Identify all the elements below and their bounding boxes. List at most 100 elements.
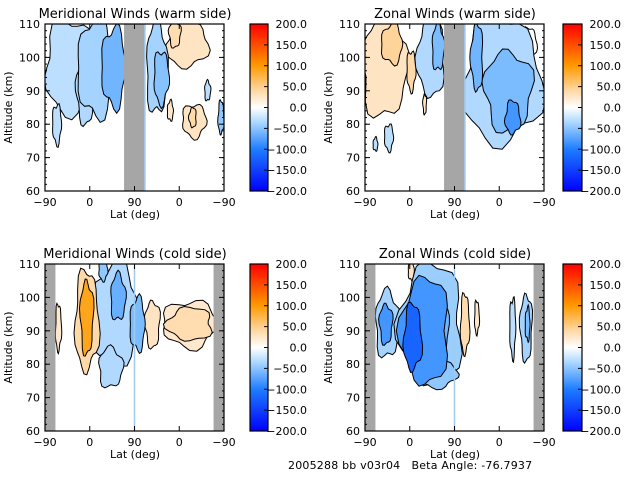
y-tick-label: 70 [346, 392, 360, 405]
colorbar-tick-label: −200.0 [266, 185, 307, 198]
x-tick-label: −90 [353, 196, 376, 209]
contour-region [422, 93, 428, 116]
colorbar-tick-label: 100.0 [590, 300, 622, 313]
contour-region [110, 269, 127, 321]
colorbar-tick-label: 200.0 [276, 18, 308, 31]
colorbar-tick-label: 200.0 [276, 258, 308, 271]
colorbar-tick-label: −150.0 [580, 404, 621, 417]
colorbar-tick-label: −200.0 [580, 185, 621, 198]
panel-meridional-warm: Meridional Winds (warm side) 60 70 80 90 100… [2, 7, 307, 221]
contour-region [459, 291, 471, 358]
colorbar-tick-label: 200.0 [590, 18, 622, 31]
contour-region [524, 303, 531, 344]
contour-region [101, 24, 127, 115]
x-tick-label: 0 [176, 196, 183, 209]
panel-zonal-cold: Zonal Winds (cold side) 60 70 80 90 100 110 −9… [322, 247, 621, 461]
y-tick-label: 60 [346, 425, 360, 438]
plot-area [365, 264, 544, 431]
x-tick-label: −90 [532, 436, 555, 449]
colorbar-tick-label: −100.0 [580, 143, 621, 156]
y-tick-label: 90 [346, 85, 360, 98]
colorbar-tick-label: 100.0 [276, 60, 308, 73]
x-tick-label: 0 [86, 436, 93, 449]
y-axis-label: Altitude (km) [2, 311, 15, 383]
y-tick-label: 100 [19, 51, 40, 64]
x-tick-label: −90 [33, 196, 56, 209]
no-data-band [533, 264, 544, 431]
contour-region [153, 51, 170, 110]
colorbar: 200.0 150.0 100.0 50.0 0.0 −50.0 −100.0 −150.0 −… [249, 18, 308, 198]
panel-title: Meridional Winds (warm side) [39, 7, 232, 22]
x-tick-label: 90 [128, 196, 142, 209]
y-tick-label: 70 [26, 152, 40, 165]
y-tick-label: 80 [26, 118, 40, 131]
panel-zonal-warm: Zonal Winds (warm side) 60 70 80 90 100 110 −9… [322, 7, 621, 221]
x-tick-label: 0 [176, 436, 183, 449]
colorbar-tick-label: −200.0 [580, 425, 621, 438]
y-tick-label: 100 [339, 291, 360, 304]
x-tick-label: −90 [353, 436, 376, 449]
y-tick-label: 110 [339, 258, 360, 271]
colorbar: 200.0 150.0 100.0 50.0 0.0 −50.0 −100.0 −150.0 −… [562, 18, 622, 198]
y-tick-label: 80 [346, 358, 360, 371]
contour-region [473, 298, 481, 338]
colorbar-tick-label: −50.0 [587, 122, 621, 135]
contour-region [162, 305, 213, 342]
colorbar-tick-label: 200.0 [590, 258, 622, 271]
colorbar-tick-label: −150.0 [580, 164, 621, 177]
x-tick-label: 90 [128, 436, 142, 449]
contour-region [509, 295, 517, 364]
y-tick-label: 100 [339, 51, 360, 64]
x-tick-label: 90 [448, 436, 462, 449]
panel-title: Meridional Winds (cold side) [43, 247, 226, 262]
no-data-band [213, 264, 224, 431]
contour-region [431, 24, 446, 71]
colorbar-tick-label: 50.0 [283, 321, 308, 334]
colorbar-tick-label: 150.0 [276, 39, 308, 52]
colorbar-tick-label: −50.0 [587, 362, 621, 375]
x-tick-label: 0 [86, 196, 93, 209]
x-tick-label: 0 [406, 196, 413, 209]
contour-region [204, 78, 212, 102]
panel-meridional-cold: Meridional Winds (cold side) 60 70 80 90 100… [2, 247, 307, 461]
colorbar-tick-label: −150.0 [266, 404, 307, 417]
contour-region [503, 99, 522, 136]
y-tick-label: 80 [26, 358, 40, 371]
x-tick-label: 90 [448, 196, 462, 209]
y-tick-label: 110 [19, 18, 40, 31]
y-axis-label: Altitude (km) [322, 71, 335, 143]
no-data-band [124, 24, 145, 191]
contour-region [54, 302, 63, 355]
contour-region [98, 264, 109, 283]
x-tick-label: −90 [212, 196, 235, 209]
contour-region [380, 24, 404, 67]
colorbar-tick-label: 150.0 [276, 279, 308, 292]
y-axis-label: Altitude (km) [322, 311, 335, 383]
x-tick-label: 0 [496, 436, 503, 449]
x-axis-label: Lat (deg) [430, 208, 480, 221]
y-tick-label: 110 [339, 18, 360, 31]
colorbar-tick-label: −150.0 [266, 164, 307, 177]
x-tick-label: −90 [33, 436, 56, 449]
footer-caption: 2005288 bb v03r04 Beta Angle: -76.7937 [288, 459, 533, 472]
y-tick-label: 100 [19, 291, 40, 304]
contour-region [98, 344, 125, 389]
contour-region [187, 106, 197, 129]
x-tick-label: 0 [496, 196, 503, 209]
contour-region [217, 99, 224, 136]
colorbar-tick-label: −200.0 [266, 425, 307, 438]
y-tick-label: 80 [346, 118, 360, 131]
contour-region [402, 301, 424, 373]
colorbar-tick-label: 150.0 [590, 279, 622, 292]
y-tick-label: 60 [26, 185, 40, 198]
no-data-band [444, 24, 465, 191]
contour-region [469, 24, 484, 93]
contour-region [372, 135, 379, 152]
colorbar-tick-label: 100.0 [276, 300, 308, 313]
y-tick-label: 70 [26, 392, 40, 405]
no-data-band [365, 264, 376, 431]
colorbar-tick-label: −100.0 [266, 143, 307, 156]
colorbar-tick-label: 0.0 [290, 102, 308, 115]
contour-region [78, 278, 95, 357]
